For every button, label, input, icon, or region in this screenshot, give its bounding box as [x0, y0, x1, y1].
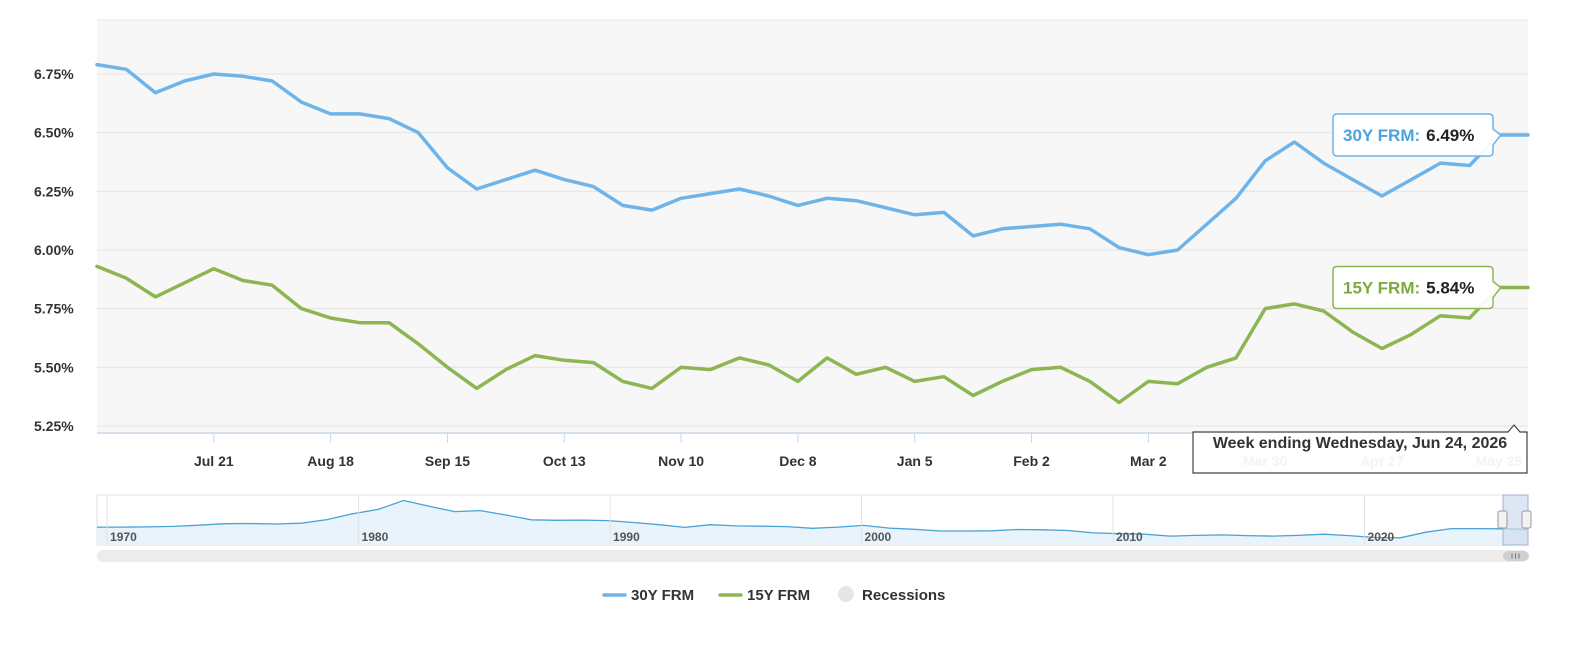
tooltip-15y-box	[1332, 265, 1502, 310]
tooltip-30y: 30Y FRM: 6.49%	[1332, 113, 1502, 157]
legend-label: 15Y FRM	[747, 587, 810, 604]
plot-background	[97, 20, 1528, 433]
series-30y-line[interactable]	[95, 62, 1530, 257]
legend: 30Y FRM 15Y FRM Recessions	[602, 586, 945, 604]
navigator-left-handle[interactable]	[1497, 510, 1508, 529]
x-tick-label: Feb 2	[1013, 453, 1050, 469]
tooltip-date-text: Week ending Wednesday, Jun 24, 2026	[1213, 435, 1507, 452]
navigator-decade-label: 1970	[110, 530, 137, 544]
y-tick-label: 5.50%	[34, 359, 74, 375]
scrollbar-track[interactable]	[97, 550, 1528, 562]
tooltip-15y: 15Y FRM: 5.84%	[1332, 265, 1502, 310]
navigator-decade-label: 2020	[1368, 530, 1395, 544]
series-15y-line[interactable]	[95, 264, 1530, 405]
y-tick-label: 6.00%	[34, 242, 74, 258]
y-tick-label: 6.25%	[34, 183, 74, 199]
y-tick-label: 6.50%	[34, 125, 74, 141]
legend-item[interactable]: 30Y FRM	[602, 587, 694, 604]
legend-dot-symbol	[838, 586, 854, 602]
tooltip-30y-value: 6.49%	[1426, 126, 1474, 145]
y-tick-label: 5.25%	[34, 418, 74, 434]
navigator-decade-label: 1990	[613, 530, 640, 544]
tooltip-date-box	[1192, 424, 1528, 474]
tooltip-30y-box	[1332, 113, 1502, 157]
tooltip-30y-text: 30Y FRM: 6.49%	[1343, 126, 1474, 145]
navigator-decade-label: 2010	[1116, 530, 1143, 544]
tooltip-date: Week ending Wednesday, Jun 24, 2026	[1192, 424, 1528, 474]
tooltip-15y-value: 5.84%	[1426, 279, 1474, 298]
legend-item[interactable]: 15Y FRM	[718, 587, 810, 604]
navigator-decade-label: 2000	[865, 530, 892, 544]
y-tick-label: 5.75%	[34, 301, 74, 317]
x-tick-label: Mar 2	[1130, 453, 1167, 469]
x-tick-label: Jul 21	[194, 453, 234, 469]
tooltip-15y-text: 15Y FRM: 5.84%	[1343, 279, 1474, 298]
legend-label: Recessions	[862, 587, 945, 604]
tooltip-30y-label: 30Y FRM:	[1343, 126, 1420, 145]
x-tick-label: Jan 5	[897, 453, 933, 469]
y-tick-label: 6.75%	[34, 66, 74, 82]
navigator-line	[97, 499, 1529, 539]
x-tick-label: Sep 15	[425, 453, 470, 469]
x-tick-label: Oct 13	[543, 453, 586, 469]
x-tick-label: Dec 8	[779, 453, 817, 469]
navigator-right-handle[interactable]	[1521, 510, 1532, 529]
legend-item[interactable]: Recessions	[838, 586, 945, 604]
x-tick-label: Nov 10	[658, 453, 704, 469]
tooltip-15y-label: 15Y FRM:	[1343, 279, 1420, 298]
legend-label: 30Y FRM	[631, 587, 694, 604]
navigator-decade-label: 1980	[362, 530, 389, 544]
x-tick-label: Aug 18	[307, 453, 354, 469]
